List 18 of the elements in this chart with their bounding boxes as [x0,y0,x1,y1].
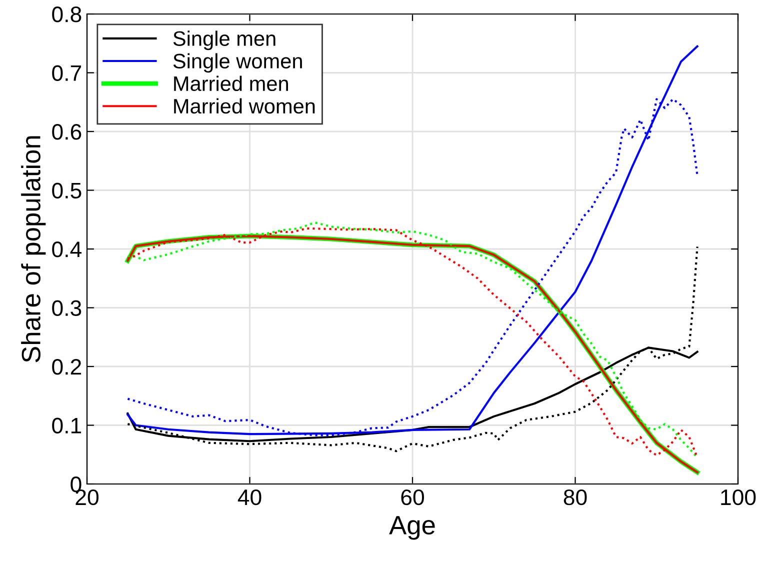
y-tick-label: 0.1 [52,418,82,434]
y-axis-title: Share of population [21,136,46,362]
y-tick-label: 0.3 [52,300,82,316]
y-tick-label: 0.2 [52,359,82,375]
legend-label: Single men [173,30,276,50]
y-tick-label: 0.7 [52,65,82,82]
x-tick-label: 60 [401,489,424,506]
legend-label: Married men [174,76,288,92]
x-tick-label: 40 [238,489,262,506]
x-tick-label: 80 [564,489,587,506]
x-axis-title: Age [389,516,435,540]
x-tick-label: 100 [721,489,756,506]
y-tick-label: 0.6 [52,124,82,140]
y-tick-label: 0.5 [52,182,82,199]
legend-label: Single women [173,53,302,73]
legend-label: Married women [174,98,315,114]
y-tick-label: 0.4 [52,242,82,258]
y-tick-label: 0.8 [52,6,82,22]
